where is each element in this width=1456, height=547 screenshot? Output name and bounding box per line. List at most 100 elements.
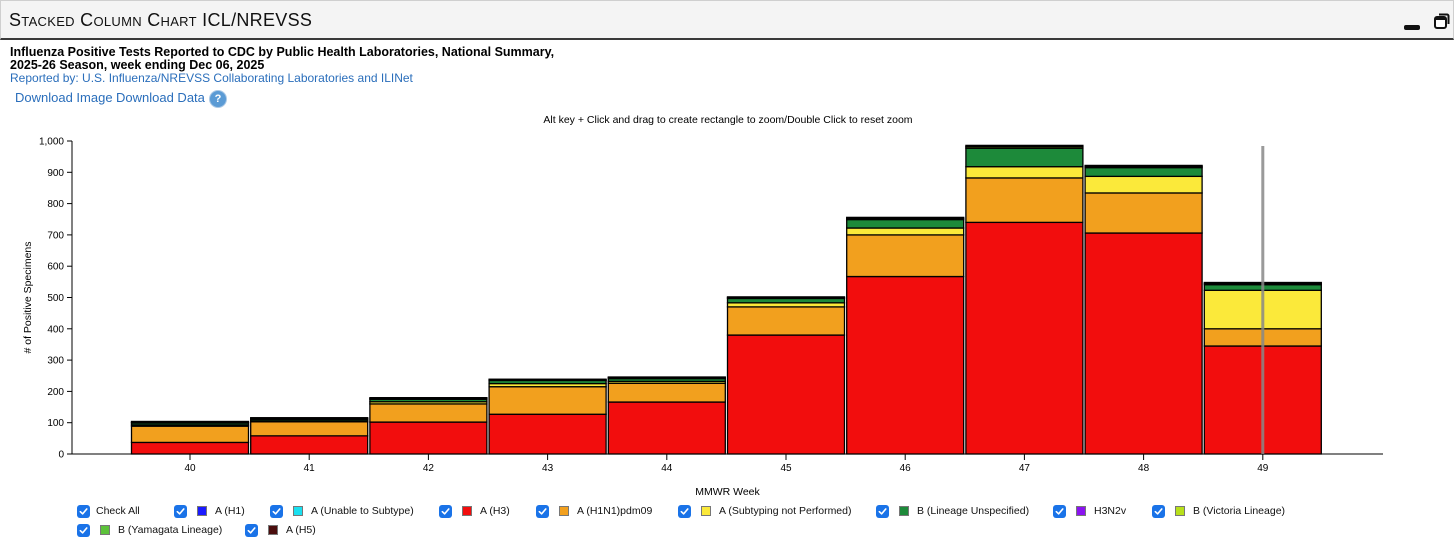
bar-segment-b-lineage-unspecified-week-45[interactable]	[726, 297, 846, 304]
bar-segment-a-h5-week-48[interactable]	[1084, 164, 1203, 168]
download-data-link[interactable]: Download Data	[116, 90, 205, 105]
bar-segment-a-h1n1-pdm09-week-47[interactable]	[965, 177, 1084, 224]
minimize-button[interactable]	[1404, 25, 1420, 30]
download-image-link[interactable]: Download Image	[15, 90, 113, 105]
legend-label: B (Victoria Lineage)	[1193, 505, 1286, 517]
bar-segment-a-h1n1-pdm09-week-42[interactable]	[369, 403, 488, 423]
legend-checkbox[interactable]	[536, 504, 549, 518]
legend-swatch	[462, 506, 472, 516]
legend-swatch	[268, 525, 278, 535]
bar-segment-a-h5-week-47[interactable]	[965, 144, 1084, 148]
bar-segment-a-subtyping-not-performed-week-48[interactable]	[1084, 175, 1203, 194]
legend-swatch	[1076, 506, 1086, 516]
bar-segment-a-subtyping-not-performed-week-47[interactable]	[965, 166, 1084, 179]
bar-segment-a-h5-week-42[interactable]	[369, 397, 488, 400]
legend-swatch	[197, 506, 207, 516]
x-tick-label: 47	[1019, 463, 1031, 474]
bar-segment-b-lineage-unspecified-week-46[interactable]	[846, 218, 965, 229]
legend-item-a-h1[interactable]: A (H1)	[174, 503, 245, 519]
check-icon	[680, 507, 689, 515]
bar-segment-b-lineage-unspecified-week-47[interactable]	[965, 147, 1084, 168]
bar-segment-a-h5-week-40[interactable]	[130, 420, 250, 424]
check-icon	[79, 507, 88, 515]
bar-segment-a-h1n1-pdm09-week-45[interactable]	[726, 306, 846, 336]
legend-checkbox[interactable]	[1053, 504, 1066, 518]
legend-item-a-h1n1-pdm09[interactable]: A (H1N1)pdm09	[536, 503, 652, 519]
bar-segment-a-h1n1-pdm09-week-48[interactable]	[1084, 192, 1203, 234]
x-tick-label: 44	[661, 463, 673, 474]
check-icon	[272, 507, 281, 515]
bar-segment-a-h5-week-44[interactable]	[607, 376, 726, 379]
bar-segment-a-h1n1-pdm09-week-44[interactable]	[607, 382, 726, 403]
legend-item-a-h5[interactable]: A (H5)	[245, 522, 316, 538]
y-tick-label: 900	[47, 168, 64, 179]
bar-segment-a-h3-week-48[interactable]	[1084, 232, 1203, 455]
legend-item-a-h3[interactable]: A (H3)	[439, 503, 510, 519]
bar-segment-a-h1n1-pdm09-week-41[interactable]	[250, 421, 369, 437]
legend-checkbox[interactable]	[77, 523, 90, 537]
legend-item-b-lineage-unspecified[interactable]: B (Lineage Unspecified)	[876, 503, 1029, 519]
legend-label: Check All	[96, 505, 140, 517]
y-tick-label: 100	[47, 418, 64, 429]
bar-segment-a-h1n1-pdm09-week-46[interactable]	[846, 234, 965, 278]
y-tick-label: 300	[47, 356, 64, 367]
check-icon	[878, 507, 887, 515]
y-tick-label: 0	[58, 450, 64, 461]
legend-check-all[interactable]: Check All	[77, 503, 140, 519]
bar-segment-a-h5-week-41[interactable]	[250, 417, 369, 420]
x-tick-label: 40	[184, 463, 196, 474]
legend-item-a-subtyping-not-performed[interactable]: A (Subtyping not Performed)	[678, 503, 852, 519]
help-icon[interactable]: ?	[210, 91, 226, 107]
legend-checkbox[interactable]	[77, 504, 90, 518]
legend-swatch	[293, 506, 303, 516]
legend-item-b-yamagata-lineage[interactable]: B (Yamagata Lineage)	[77, 522, 222, 538]
legend-label: A (H1)	[215, 505, 245, 517]
legend-item-b-victoria-lineage[interactable]: B (Victoria Lineage)	[1152, 503, 1285, 519]
check-icon	[1055, 507, 1064, 515]
legend-checkbox[interactable]	[245, 523, 258, 537]
bar-segment-a-h3-week-40[interactable]	[130, 441, 250, 455]
chart-title: Influenza Positive Tests Reported to CDC…	[10, 46, 710, 72]
maximize-button[interactable]	[1434, 13, 1450, 29]
legend-item-h3n2v[interactable]: H3N2v	[1053, 503, 1126, 519]
chart-source: Reported by: U.S. Influenza/NREVSS Colla…	[10, 71, 413, 85]
legend-label: A (H5)	[286, 524, 316, 536]
bar-segment-a-h1n1-pdm09-week-40[interactable]	[130, 425, 250, 444]
bar-segment-a-h3-week-42[interactable]	[369, 421, 488, 455]
bar-segment-a-h3-week-47[interactable]	[965, 221, 1084, 455]
check-icon	[1154, 507, 1163, 515]
check-icon	[79, 526, 88, 534]
y-tick-label: 500	[47, 293, 64, 304]
x-axis-label: MMWR Week	[695, 486, 760, 498]
legend-checkbox[interactable]	[876, 504, 889, 518]
bar-segment-a-h3-week-44[interactable]	[607, 401, 726, 455]
bar-segment-a-h3-week-41[interactable]	[250, 435, 369, 455]
zoom-hint: Alt key + Click and drag to create recta…	[543, 114, 913, 126]
y-tick-label: 1,000	[39, 137, 64, 148]
bar-segment-a-h5-week-46[interactable]	[846, 216, 965, 219]
x-tick-label: 46	[900, 463, 912, 474]
legend-checkbox[interactable]	[439, 504, 452, 518]
bar-segment-a-h3-week-43[interactable]	[488, 413, 607, 455]
panel-header: Stacked Column Chart ICL/NREVSS	[0, 0, 1454, 40]
bar-segment-b-lineage-unspecified-week-48[interactable]	[1084, 166, 1203, 178]
legend-checkbox[interactable]	[678, 504, 691, 518]
legend-label: H3N2v	[1094, 505, 1127, 517]
maximize-icon	[1434, 13, 1450, 29]
legend-checkbox[interactable]	[270, 504, 283, 518]
bar-segment-a-h5-week-43[interactable]	[488, 378, 607, 381]
legend-label: A (Unable to Subtype)	[311, 505, 414, 517]
legend-checkbox[interactable]	[174, 504, 187, 518]
x-tick-label: 49	[1257, 463, 1269, 474]
bar-segment-a-h3-week-45[interactable]	[726, 334, 846, 455]
legend-label: A (H3)	[480, 505, 510, 517]
bar-segment-a-h1n1-pdm09-week-43[interactable]	[488, 386, 607, 415]
y-tick-label: 600	[47, 262, 64, 273]
bar-segment-a-h5-week-45[interactable]	[726, 296, 846, 299]
bar-segment-a-h3-week-46[interactable]	[846, 275, 965, 455]
bar-segment-a-subtyping-not-performed-week-46[interactable]	[846, 227, 965, 236]
legend-item-a-unable-to-subtype[interactable]: A (Unable to Subtype)	[270, 503, 414, 519]
legend-label: B (Lineage Unspecified)	[917, 505, 1030, 517]
legend-checkbox[interactable]	[1152, 504, 1165, 518]
